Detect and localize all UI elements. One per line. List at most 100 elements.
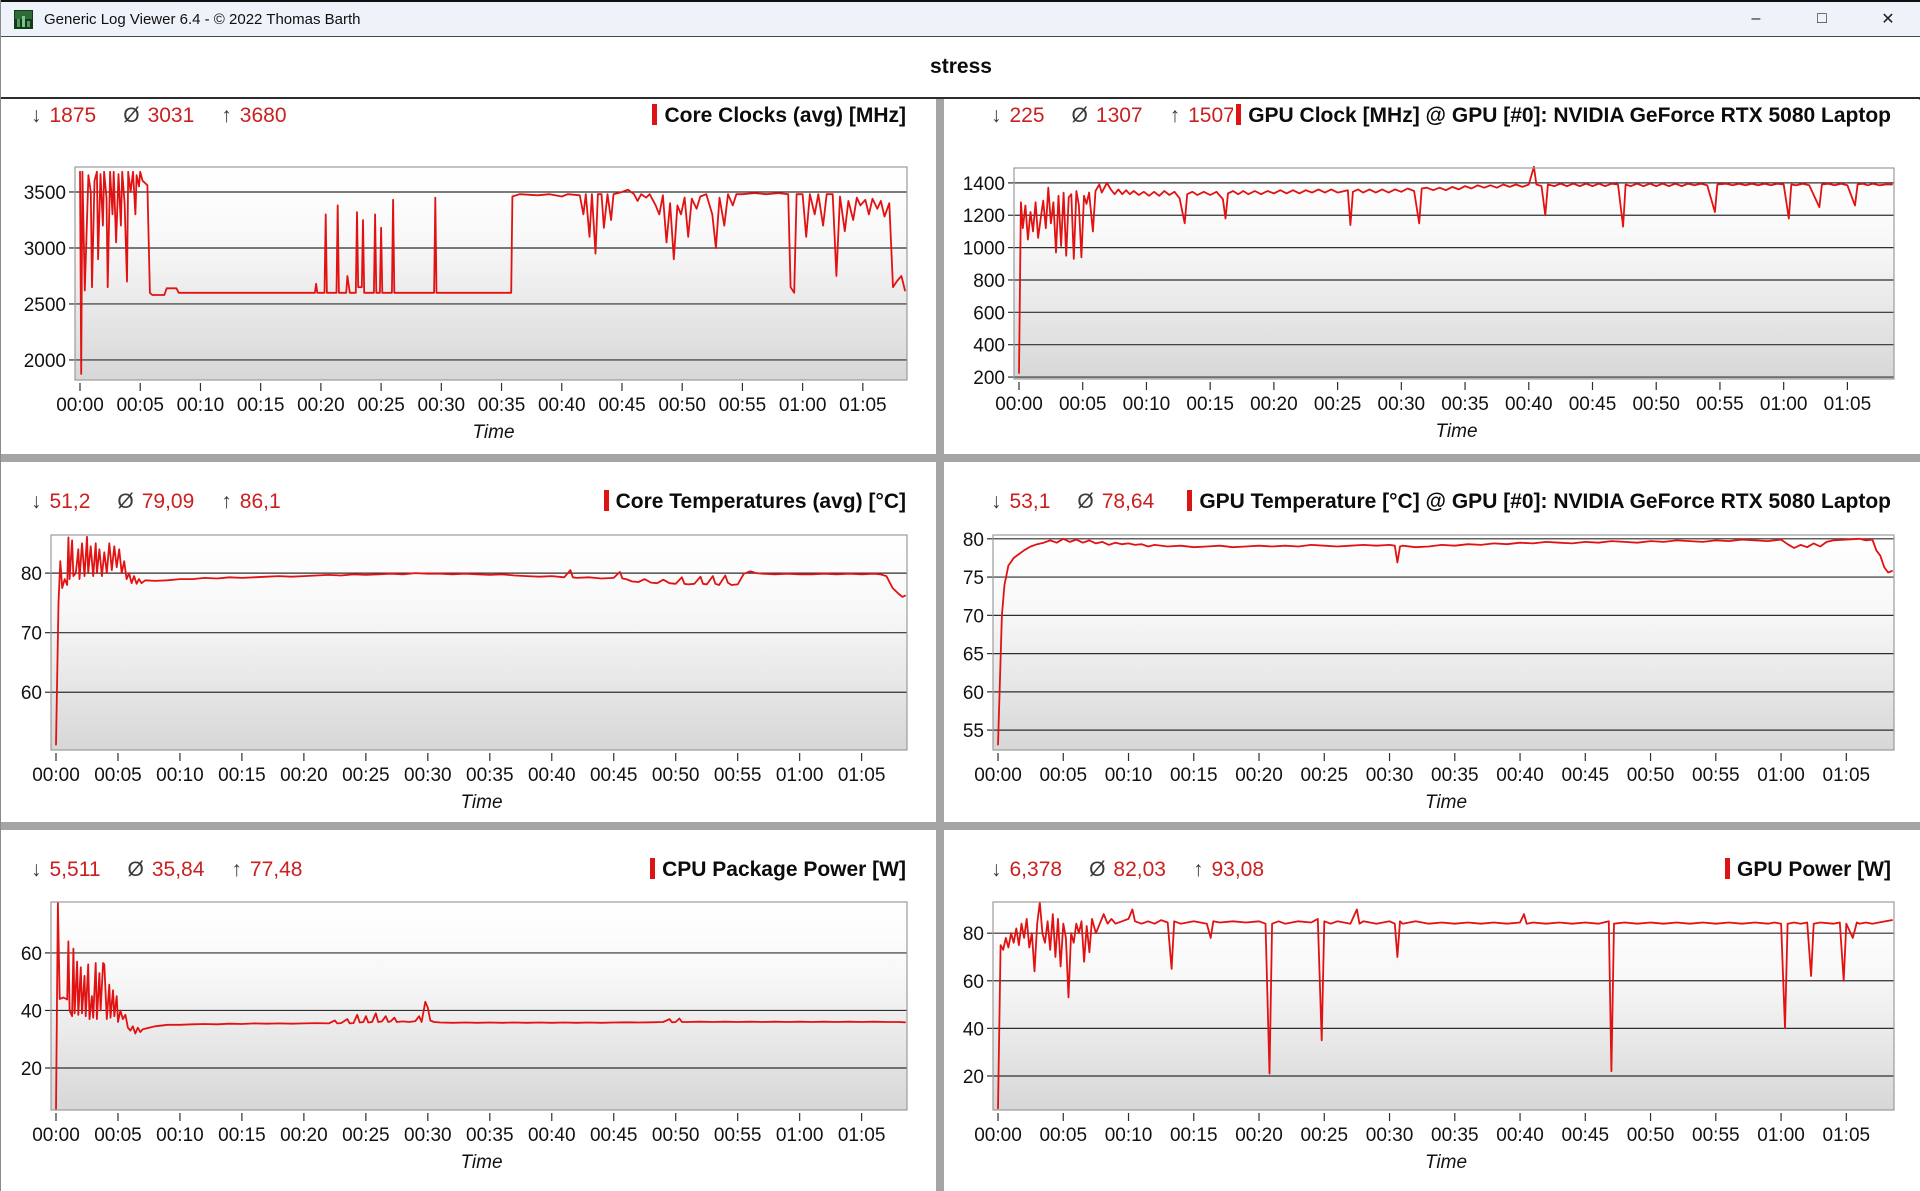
- chart-core-clocks[interactable]: 3500 3000 2500 2000 00:00 00:05 00:10 00:15 00:2…: [1, 100, 936, 454]
- svg-text:00:45: 00:45: [1562, 1125, 1610, 1146]
- chart-gpu-clock[interactable]: 1400 1200 1000 800 600 400 200 00:00 00:05 00:10 0…: [944, 100, 1920, 454]
- horizontal-panel-divider: [1, 822, 1920, 830]
- svg-text:01:05: 01:05: [838, 1125, 886, 1146]
- svg-text:00:15: 00:15: [237, 395, 285, 416]
- close-button[interactable]: ✕: [1881, 11, 1895, 28]
- svg-text:00:05: 00:05: [116, 395, 164, 416]
- svg-text:00:50: 00:50: [652, 1125, 700, 1146]
- log-title: stress: [1, 37, 1920, 99]
- svg-text:80: 80: [21, 564, 42, 585]
- app-icon: [14, 9, 33, 29]
- avg-icon: Ø: [1077, 490, 1094, 513]
- min-arrow-icon: ↓: [991, 104, 1002, 127]
- svg-text:00:45: 00:45: [590, 1125, 638, 1146]
- svg-text:00:55: 00:55: [1696, 394, 1744, 415]
- svg-text:00:30: 00:30: [1378, 394, 1426, 415]
- avg-icon: Ø: [1089, 858, 1106, 881]
- svg-text:1400: 1400: [963, 174, 1005, 195]
- svg-text:00:05: 00:05: [1039, 1125, 1087, 1146]
- svg-text:00:15: 00:15: [1170, 765, 1218, 786]
- min-value: 225: [1009, 104, 1045, 127]
- svg-text:00:50: 00:50: [1627, 765, 1675, 786]
- minimize-button[interactable]: –: [1751, 10, 1761, 27]
- svg-text:01:00: 01:00: [1760, 394, 1808, 415]
- chart-stats: ↓ 6,378 Ø 82,03 ↑ 93,08: [991, 858, 1264, 882]
- svg-text:01:05: 01:05: [1824, 394, 1872, 415]
- series-color-bar-icon: [603, 490, 609, 511]
- svg-text:00:45: 00:45: [1569, 394, 1617, 415]
- panel-core-temperatures: ↓ 51,2 Ø 79,09 ↑ 86,1 Core Temperatures (avg)…: [1, 462, 936, 822]
- svg-text:00:55: 00:55: [714, 765, 762, 786]
- svg-text:400: 400: [973, 336, 1005, 357]
- svg-text:20: 20: [21, 1059, 42, 1080]
- chart-cpu-package-power[interactable]: 60 40 20 00:00 00:05 00:10 00:15 00:20 00:25 00:3…: [1, 830, 936, 1191]
- svg-text:00:50: 00:50: [1632, 394, 1680, 415]
- svg-text:00:30: 00:30: [418, 395, 466, 416]
- max-arrow-icon: ↑: [1192, 858, 1204, 881]
- svg-text:00:30: 00:30: [1366, 1125, 1414, 1146]
- maximize-button[interactable]: □: [1817, 10, 1827, 27]
- svg-text:00:50: 00:50: [652, 765, 700, 786]
- svg-text:00:00: 00:00: [32, 1125, 80, 1146]
- svg-text:00:40: 00:40: [528, 1125, 576, 1146]
- svg-text:00:10: 00:10: [1105, 1125, 1153, 1146]
- svg-text:00:45: 00:45: [590, 765, 638, 786]
- svg-text:3000: 3000: [24, 239, 66, 260]
- svg-text:1000: 1000: [963, 239, 1005, 260]
- svg-text:00:25: 00:25: [357, 395, 405, 416]
- chart-stats: ↓ 51,2 Ø 79,09 ↑ 86,1: [31, 490, 281, 514]
- svg-text:01:05: 01:05: [1823, 1125, 1871, 1146]
- svg-text:01:00: 01:00: [1757, 1125, 1805, 1146]
- chart-title: Core Temperatures (avg) [°C]: [600, 490, 906, 514]
- chart-stats: ↓ 1875 Ø 3031 ↑ 3680: [31, 104, 287, 128]
- svg-text:00:15: 00:15: [218, 765, 266, 786]
- max-arrow-icon: ↑: [221, 490, 232, 513]
- svg-text:00:40: 00:40: [528, 765, 576, 786]
- svg-text:00:25: 00:25: [342, 765, 390, 786]
- svg-text:60: 60: [21, 683, 42, 704]
- chart-title: CPU Package Power [W]: [647, 858, 906, 882]
- svg-text:01:05: 01:05: [839, 395, 887, 416]
- max-value: 86,1: [239, 490, 281, 513]
- min-arrow-icon: ↓: [991, 858, 1002, 881]
- svg-text:00:00: 00:00: [974, 1125, 1022, 1146]
- panel-cpu-package-power: ↓ 5,511 Ø 35,84 ↑ 77,48 CPU Package Power [W]…: [1, 830, 936, 1191]
- svg-text:00:05: 00:05: [1039, 765, 1087, 786]
- chart-title: GPU Power [W]: [1721, 858, 1891, 882]
- chart-gpu-power[interactable]: 80 60 40 20 00:00 00:05 00:10 00:15 00:20 00:25 00…: [944, 830, 1920, 1191]
- svg-text:Time: Time: [460, 1152, 502, 1173]
- svg-text:00:05: 00:05: [1059, 394, 1107, 415]
- svg-text:Time: Time: [460, 792, 502, 813]
- svg-text:3500: 3500: [24, 183, 66, 204]
- chart-core-temperatures[interactable]: 80 70 60 00:00 00:05 00:10 00:15 00:20 00:25 00:3…: [1, 462, 936, 822]
- svg-text:80: 80: [963, 924, 984, 945]
- avg-value: 35,84: [151, 858, 205, 881]
- svg-text:00:10: 00:10: [156, 765, 204, 786]
- svg-text:80: 80: [963, 530, 984, 551]
- svg-text:00:55: 00:55: [719, 395, 767, 416]
- vertical-panel-divider: [936, 99, 944, 1191]
- svg-text:00:20: 00:20: [280, 1125, 328, 1146]
- svg-text:75: 75: [963, 568, 984, 589]
- svg-text:01:05: 01:05: [838, 765, 886, 786]
- min-arrow-icon: ↓: [31, 104, 42, 127]
- window-title: Generic Log Viewer 6.4 - © 2022 Thomas B…: [44, 10, 361, 28]
- svg-text:00:05: 00:05: [94, 1125, 142, 1146]
- svg-text:65: 65: [963, 645, 984, 666]
- svg-text:00:40: 00:40: [1505, 394, 1553, 415]
- svg-text:70: 70: [963, 606, 984, 627]
- svg-text:00:20: 00:20: [1235, 1125, 1283, 1146]
- min-arrow-icon: ↓: [31, 858, 42, 881]
- max-arrow-icon: ↑: [231, 858, 242, 881]
- svg-text:00:40: 00:40: [1496, 765, 1544, 786]
- window-controls: – □ ✕: [1723, 2, 1920, 36]
- min-arrow-icon: ↓: [31, 490, 42, 513]
- svg-text:00:00: 00:00: [995, 394, 1043, 415]
- chart-gpu-temperature[interactable]: 80 75 70 65 60 55 00:00 00:05 00:10 00:15 00:20 00:…: [944, 462, 1920, 822]
- min-value: 5,511: [49, 858, 101, 881]
- svg-text:00:35: 00:35: [1431, 765, 1479, 786]
- svg-text:Time: Time: [472, 422, 514, 443]
- chart-title: GPU Temperature [°C] @ GPU [#0]: NVIDIA …: [1184, 490, 1891, 514]
- chart-title: Core Clocks (avg) [MHz]: [649, 104, 906, 128]
